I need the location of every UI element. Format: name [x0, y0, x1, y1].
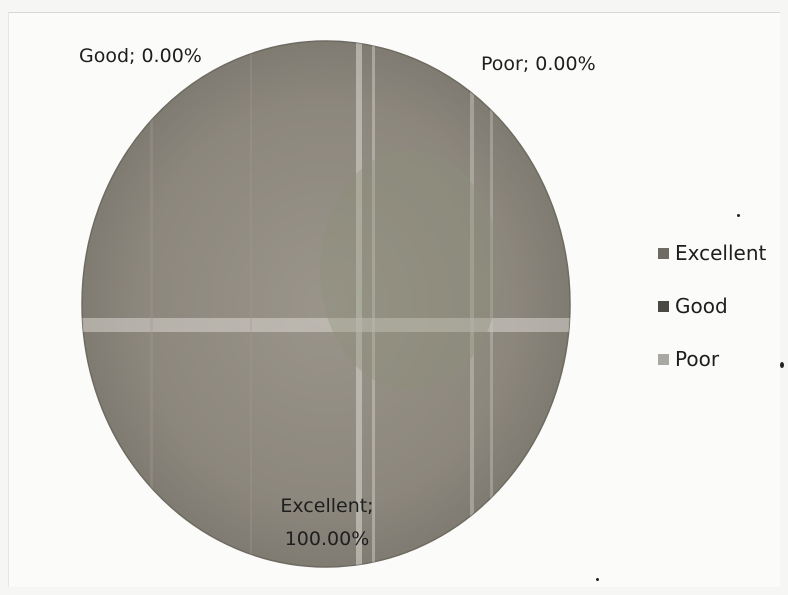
- scan-streaks: [82, 41, 570, 567]
- legend-swatch-poor: [658, 354, 669, 365]
- scan-speck: [737, 214, 740, 217]
- legend-label-poor: Poor: [675, 347, 720, 371]
- legend-label-excellent: Excellent: [675, 241, 767, 265]
- scan-speck: [780, 362, 784, 368]
- scan-speck: [596, 578, 599, 581]
- legend-swatch-good: [658, 301, 669, 312]
- data-label-poor: Poor; 0.00%: [481, 53, 596, 75]
- legend-label-good: Good: [675, 294, 728, 318]
- pie-slices: [81, 40, 571, 568]
- legend-swatch-excellent: [658, 248, 669, 259]
- pie-slice-excellent: [81, 40, 571, 568]
- chart-legend: Excellent Good Poor: [658, 240, 766, 399]
- data-label-excellent-line1: Excellent;: [280, 495, 373, 517]
- data-label-excellent-line2: 100.00%: [285, 528, 370, 550]
- legend-item-excellent: Excellent: [658, 240, 766, 266]
- data-label-good: Good; 0.00%: [79, 45, 202, 67]
- legend-item-good: Good: [658, 293, 766, 319]
- legend-item-poor: Poor: [658, 346, 766, 372]
